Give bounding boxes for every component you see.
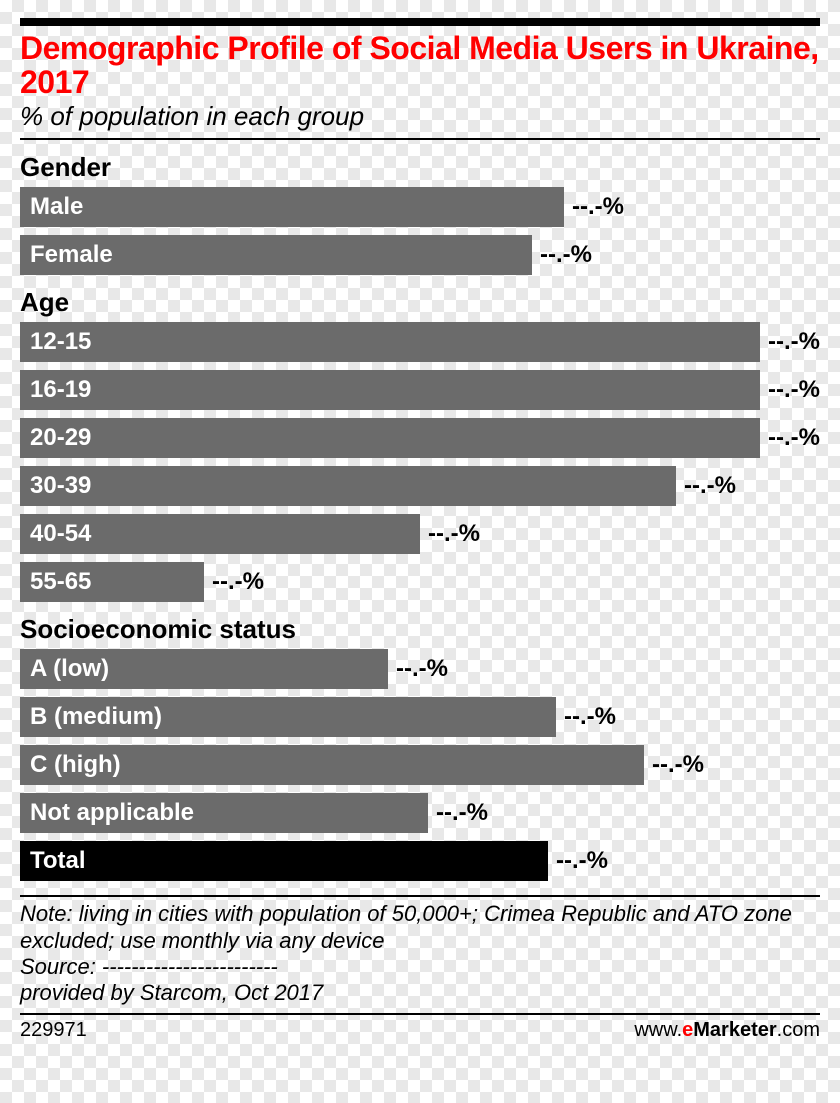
bar: Total [20, 841, 548, 881]
bar-value: --.-% [428, 520, 480, 548]
bar-value: --.-% [768, 328, 820, 356]
credit-brand-e: e [682, 1019, 693, 1041]
bar-value: --.-% [436, 799, 488, 827]
bar-value: --.-% [396, 655, 448, 683]
chart-container: Demographic Profile of Social Media User… [0, 0, 840, 1060]
section-heading: Age [20, 287, 820, 318]
bar-row: Not applicable --.-% [20, 793, 820, 833]
bar-row: 55-65 --.-% [20, 562, 820, 602]
chart-title: Demographic Profile of Social Media User… [20, 32, 820, 99]
bar-row: 12-15 --.-% [20, 322, 820, 362]
header-rule [20, 138, 820, 140]
credit: www.eMarketer.com [634, 1019, 820, 1042]
bar: B (medium) [20, 697, 556, 737]
bar-value: --.-% [572, 193, 624, 221]
bar: 40-54 [20, 514, 420, 554]
bar-value: --.-% [768, 376, 820, 404]
bar: Male [20, 187, 564, 227]
top-rule [20, 18, 820, 26]
bar-value: --.-% [652, 751, 704, 779]
bar-row: 30-39 --.-% [20, 466, 820, 506]
chart-source: Source: ------------------------ [20, 954, 820, 980]
section-heading: Gender [20, 152, 820, 183]
footer-rule [20, 895, 820, 897]
bar-value: --.-% [564, 703, 616, 731]
chart-provided: provided by Starcom, Oct 2017 [20, 980, 820, 1006]
bar: A (low) [20, 649, 388, 689]
credit-prefix: www. [634, 1019, 682, 1041]
bar-row: 40-54 --.-% [20, 514, 820, 554]
chart-subtitle: % of population in each group [20, 101, 820, 132]
bar: C (high) [20, 745, 644, 785]
bar-row: 20-29 --.-% [20, 418, 820, 458]
chart-note: Note: living in cities with population o… [20, 901, 820, 954]
bar-row: Total --.-% [20, 841, 820, 881]
bar: Female [20, 235, 532, 275]
bar: Not applicable [20, 793, 428, 833]
bar-value: --.-% [556, 847, 608, 875]
credit-suffix: .com [777, 1019, 820, 1041]
bar-value: --.-% [540, 241, 592, 269]
bar-row: Female --.-% [20, 235, 820, 275]
bar-value: --.-% [768, 424, 820, 452]
bar-row: 16-19 --.-% [20, 370, 820, 410]
bar-row: Male --.-% [20, 187, 820, 227]
bar-row: B (medium) --.-% [20, 697, 820, 737]
bar: 55-65 [20, 562, 204, 602]
bottom-rule [20, 1013, 820, 1015]
bar: 20-29 [20, 418, 760, 458]
credit-brand-rest: Marketer [693, 1019, 776, 1041]
bar: 16-19 [20, 370, 760, 410]
chart-id: 229971 [20, 1019, 87, 1042]
bottom-bar: 229971 www.eMarketer.com [20, 1019, 820, 1042]
bar: 30-39 [20, 466, 676, 506]
bar-sections: GenderMale--.-%Female--.-%Age12-15--.-%1… [20, 152, 820, 881]
bar-value: --.-% [212, 568, 264, 596]
bar-value: --.-% [684, 472, 736, 500]
bar-row: A (low) --.-% [20, 649, 820, 689]
bar: 12-15 [20, 322, 760, 362]
section-heading: Socioeconomic status [20, 614, 820, 645]
bar-row: C (high) --.-% [20, 745, 820, 785]
